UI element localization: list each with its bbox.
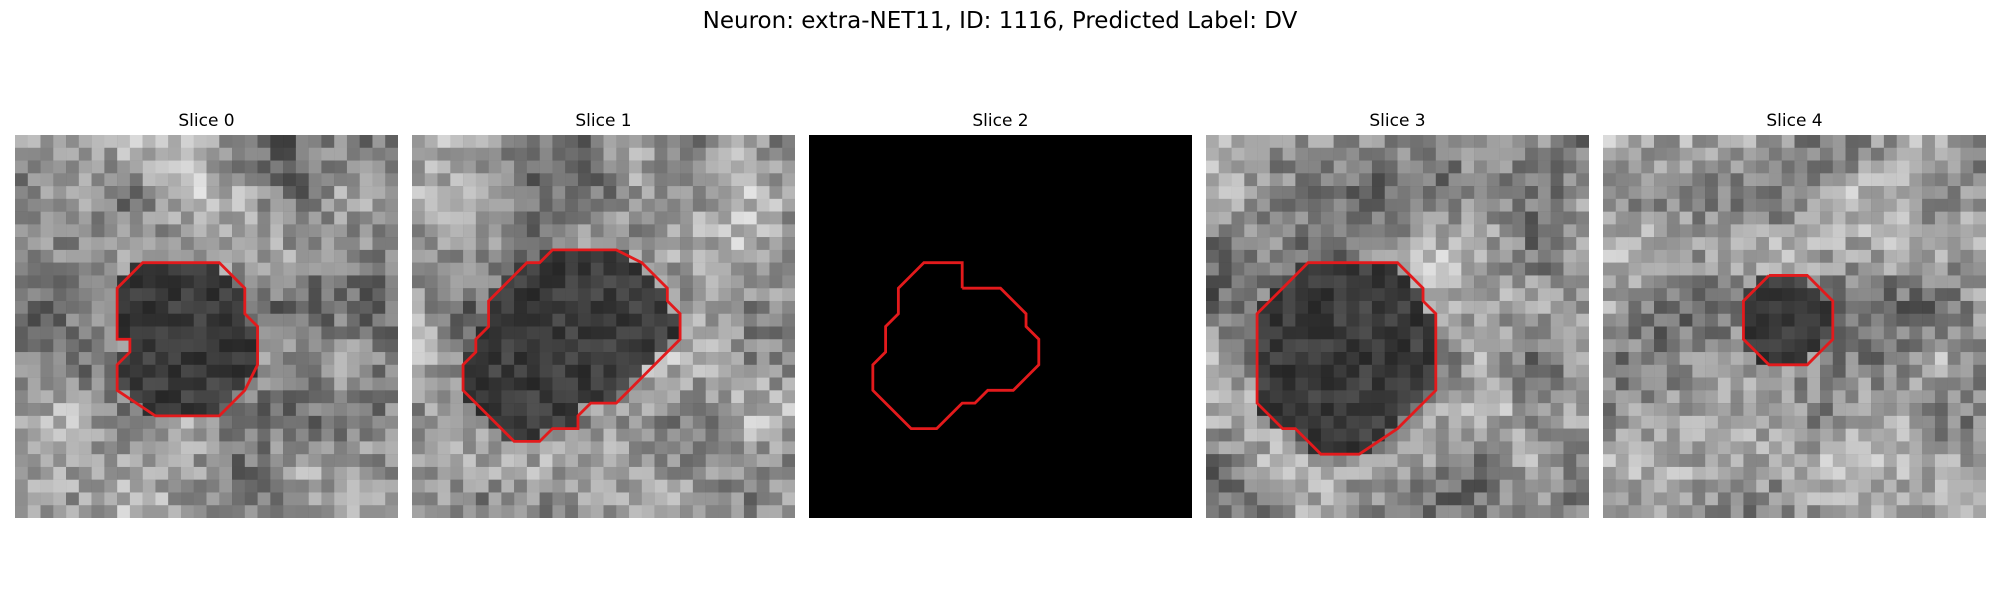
slice-image xyxy=(15,135,398,518)
microscopy-pixels xyxy=(15,135,398,518)
slice-0-svg xyxy=(15,135,398,518)
slice-title: Slice 4 xyxy=(1766,111,1823,131)
slice-image xyxy=(1603,135,1986,518)
slice-title: Slice 1 xyxy=(575,111,632,131)
slice-panel-3: Slice 3 xyxy=(1206,108,1589,518)
microscopy-pixels xyxy=(1206,135,1589,518)
slice-title: Slice 3 xyxy=(1369,111,1426,131)
cell-contour xyxy=(1742,274,1835,367)
slice-title: Slice 0 xyxy=(178,111,235,131)
slice-image xyxy=(412,135,795,518)
slice-2-svg xyxy=(809,135,1192,518)
slice-panel-1: Slice 1 xyxy=(412,108,795,518)
figure-title: Neuron: extra-NET11, ID: 1116, Predicted… xyxy=(702,8,1298,34)
slice-panel-2: Slice 2 xyxy=(809,108,1192,518)
slice-panel-4: Slice 4 xyxy=(1603,108,1986,518)
slice-title: Slice 2 xyxy=(972,111,1029,131)
slice-1-svg xyxy=(412,135,795,518)
microscopy-pixels xyxy=(1603,135,1986,518)
slice-4-svg xyxy=(1603,135,1986,518)
cell-contour xyxy=(871,261,1041,431)
cell-contour xyxy=(461,248,682,443)
microscopy-pixels xyxy=(809,135,1192,518)
cell-contour xyxy=(1255,261,1438,456)
slice-image xyxy=(1206,135,1589,518)
slice-3-svg xyxy=(1206,135,1589,518)
slice-panel-0: Slice 0 xyxy=(15,108,398,518)
cell-contour xyxy=(115,261,259,418)
slice-image xyxy=(809,135,1192,518)
microscopy-pixels xyxy=(412,135,795,518)
